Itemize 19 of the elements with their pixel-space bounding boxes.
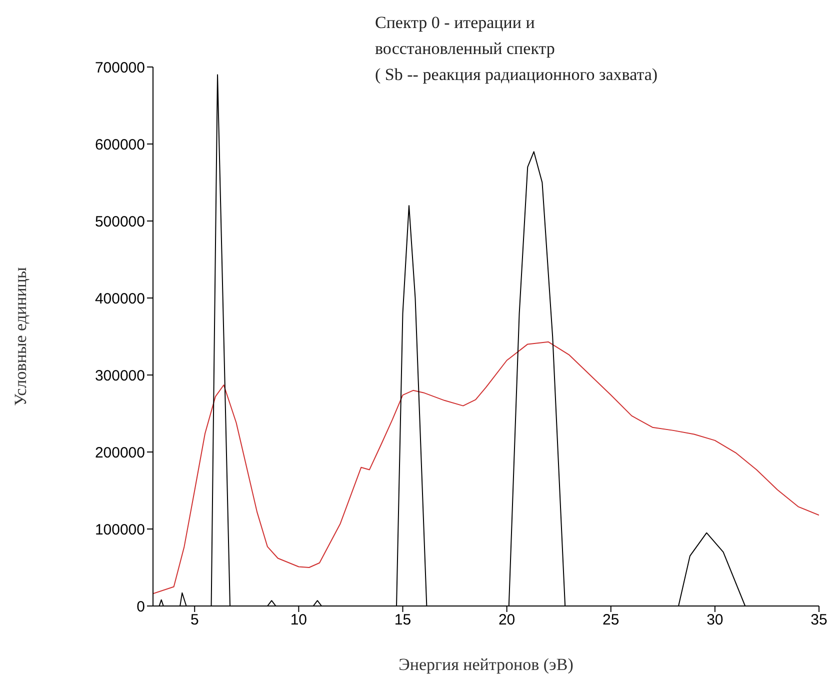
y-axis-title: Условные единицы <box>11 266 30 406</box>
x-tick-label: 10 <box>290 612 308 629</box>
y-tick-label: 600000 <box>94 136 145 154</box>
x-tick-label: 35 <box>810 612 828 629</box>
y-tick-label: 100000 <box>94 521 145 538</box>
y-tick-label: 200000 <box>94 444 145 462</box>
y-tick-label: 400000 <box>94 290 145 308</box>
x-tick-label: 25 <box>602 612 620 629</box>
x-tick-label: 20 <box>498 612 516 629</box>
chart-title: Спектр 0 - итерации и восстановленный спектр ( Sb -- реакция радиационного захвата) <box>375 12 658 86</box>
y-tick-label: 300000 <box>94 367 145 384</box>
line-series <box>153 341 819 594</box>
y-tick-label: 500000 <box>94 213 145 230</box>
y-tick-label: 0 <box>136 598 145 616</box>
x-tick-label: 5 <box>190 612 199 629</box>
x-tick-label: 15 <box>394 612 412 629</box>
x-axis-title: Энергия нейтронов (эВ) <box>398 655 574 674</box>
x-tick-label: 30 <box>706 612 724 629</box>
y-tick-label: 700000 <box>94 59 145 76</box>
